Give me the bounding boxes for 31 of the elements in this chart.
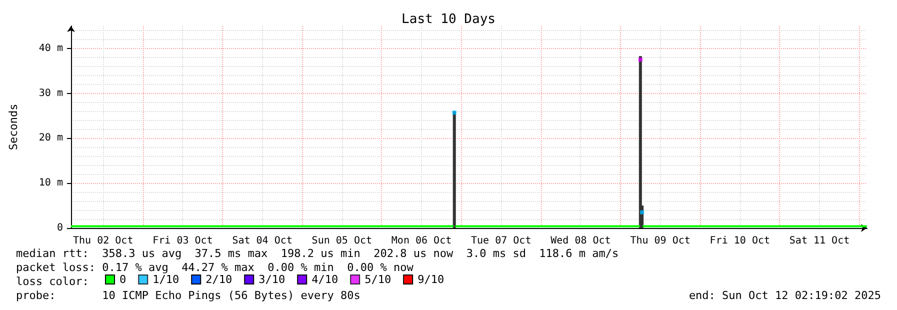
y-tick-label: 0 [56, 222, 63, 234]
y-tick-label: 10 m [38, 178, 63, 189]
point [638, 58, 642, 62]
legend-label: 9/10 [418, 273, 444, 286]
x-tick-label: Thu 02 Oct [73, 236, 134, 246]
y-tick-label: 20 m [38, 132, 63, 144]
point [640, 210, 644, 214]
text: packet loss: 0.17 % avg 44.27 % max 0.00 % min 0.00 % now [16, 261, 414, 274]
legend-label: 5/10 [364, 273, 392, 286]
text: end: Sun Oct 12 02:19:02 2025 [688, 289, 881, 302]
legend-label: 2/10 [206, 273, 232, 286]
legend-label: 4/10 [312, 273, 338, 286]
y-axis-title: Seconds [7, 104, 20, 150]
legend-label: 1/10 [152, 273, 180, 286]
text: median rtt: 358.3 us avg 37.5 ms max 198.2 us min 202.8 us now 3.0 ms sd 118.6 m am/s [16, 247, 619, 260]
x-tick-label: Thu 09 Oct [630, 236, 690, 246]
y-tick-label: 40 m [38, 42, 63, 54]
text: probe: 10 ICMP Echo Pings (56 Bytes) every 80s [16, 289, 360, 302]
chart-title: Last 10 Days [402, 12, 496, 27]
legend-title: loss color: [16, 275, 89, 288]
x-tick-label: Tue 07 Oct [471, 236, 532, 246]
x-tick-label: Mon 06 Oct [391, 236, 452, 246]
x-tick-label: Sat 04 Oct [232, 236, 292, 246]
x-tick-label: Sat 11 Oct [789, 236, 850, 246]
x-tick-label: Fri 03 Oct [152, 236, 213, 246]
x-tick-label: Fri 10 Oct [710, 236, 770, 246]
x-tick-label: Wed 08 Oct [550, 236, 611, 246]
legend-label: 0 [120, 273, 126, 286]
x-tick-label: Sun 05 Oct [312, 236, 372, 246]
y-tick-label: 30 m [38, 88, 63, 99]
legend-label: 3/10 [258, 273, 286, 286]
